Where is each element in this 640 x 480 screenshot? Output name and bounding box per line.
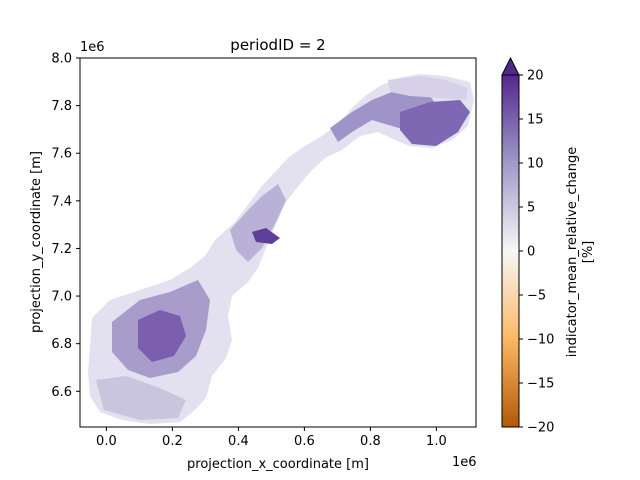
- x-tick-label: 0.2: [162, 434, 183, 449]
- y-axis-label: projection_y_coordinate [m]: [29, 151, 44, 333]
- colorbar-tick-label: 0: [527, 245, 535, 260]
- plot-title: periodID = 2: [230, 36, 325, 54]
- y-tick-label: 7.8: [51, 99, 72, 114]
- x-tick-label: 0.4: [228, 434, 249, 449]
- colorbar-label-line1: indicator_mean_relative_change: [565, 147, 580, 357]
- y-tick-label: 7.2: [51, 242, 72, 257]
- colorbar-tick-label: 5: [527, 201, 535, 216]
- y-tick-label: 6.6: [51, 385, 72, 400]
- colorbar-tick-label: 10: [527, 157, 544, 172]
- axes-frame: [79, 57, 477, 428]
- x-tick-label: 0.6: [294, 434, 315, 449]
- y-tick-label: 6.8: [51, 337, 72, 352]
- landmass-mid-dark: [252, 228, 280, 244]
- landmass-mid: [230, 184, 286, 262]
- x-axis-label: projection_x_coordinate [m]: [187, 457, 369, 472]
- x-axis-ticks: 0.0 0.2 0.4 0.6 0.8 1.0: [96, 427, 447, 449]
- colorbar-tick-label: −15: [527, 377, 554, 392]
- landmass-south-edge: [96, 376, 186, 420]
- colorbar-label-line2: [%]: [581, 241, 596, 264]
- landmass-core-south: [138, 310, 186, 362]
- colorbar-extend-arrow: [501, 56, 520, 76]
- colorbar-tick-label: 15: [527, 113, 544, 128]
- y-tick-label: 8.0: [51, 52, 72, 67]
- y-tick-label: 7.0: [51, 290, 72, 305]
- colorbar: 20 15 10 5 0 −5 −10 −15 −20 indicator_mean_relat…: [501, 56, 596, 436]
- y-tick-label: 7.4: [51, 194, 72, 209]
- colorbar-tick-label: 20: [527, 69, 544, 84]
- map-region: [88, 74, 474, 424]
- map-axes: 0.0 0.2 0.4 0.6 0.8 1.0 6.6 6.8 7.0 7.2 7.4 7.6 7.8…: [29, 36, 477, 472]
- landmass-far-north: [400, 100, 470, 146]
- x-tick-label: 0.0: [96, 434, 117, 449]
- colorbar-tick-label: −20: [527, 421, 554, 436]
- y-tick-label: 7.6: [51, 147, 72, 162]
- y-offset-label: 1e6: [80, 40, 105, 55]
- colorbar-gradient: [501, 74, 520, 428]
- landmass-north-light: [388, 76, 468, 100]
- colorbar-ticks: 20 15 10 5 0 −5 −10 −15 −20: [519, 69, 554, 436]
- x-tick-label: 1.0: [426, 434, 447, 449]
- y-axis-ticks: 6.6 6.8 7.0 7.2 7.4 7.6 7.8 8.0: [51, 52, 80, 400]
- x-tick-label: 0.8: [360, 434, 381, 449]
- x-offset-label: 1e6: [452, 455, 477, 470]
- colorbar-tick-label: −10: [527, 333, 554, 348]
- colorbar-tick-label: −5: [527, 289, 546, 304]
